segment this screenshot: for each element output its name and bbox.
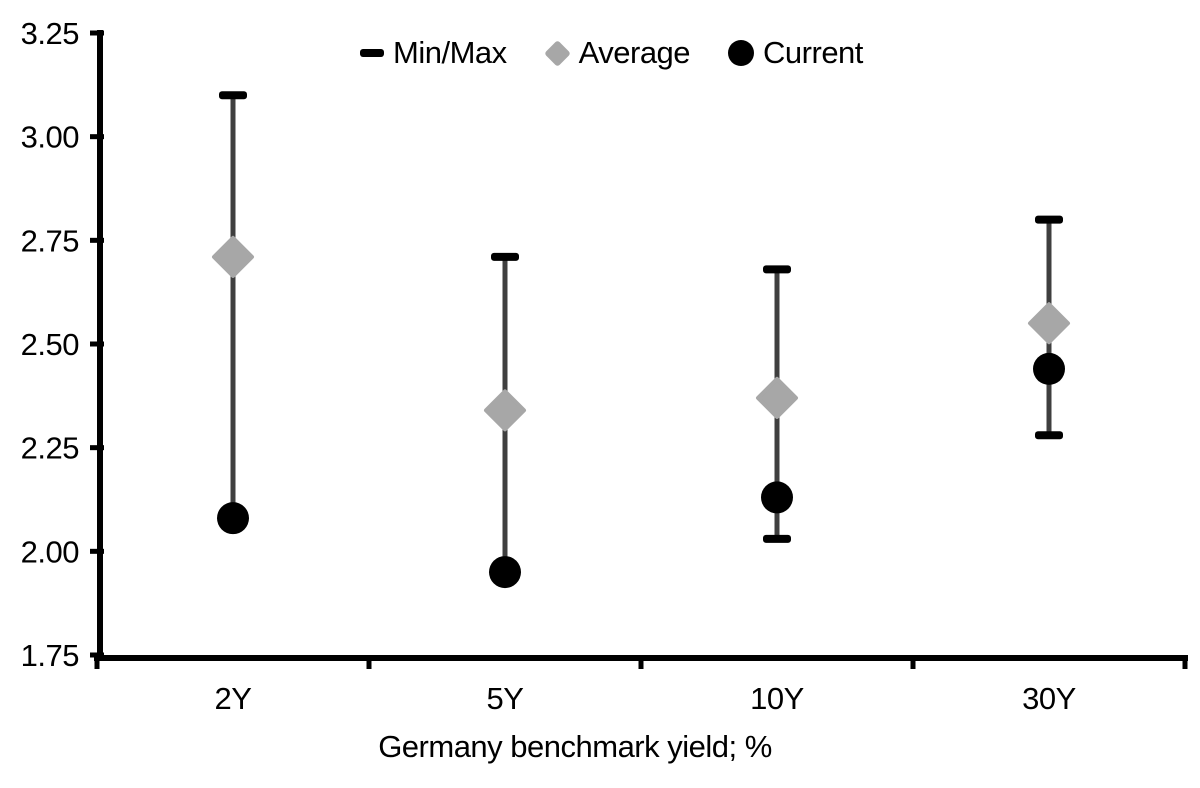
y-tick-label: 2.50 <box>21 327 80 362</box>
y-tick-label: 2.25 <box>21 431 79 466</box>
minmax-dash-icon <box>360 49 384 57</box>
min-cap <box>1035 431 1063 440</box>
legend-item-average: Average <box>543 35 691 70</box>
current-marker <box>761 481 793 514</box>
current-marker <box>489 556 521 589</box>
average-marker <box>756 376 798 419</box>
legend-label-average: Average <box>578 35 691 70</box>
max-cap <box>1035 215 1063 224</box>
y-tick-label: 1.75 <box>21 638 79 673</box>
y-tick-label: 3.00 <box>21 120 80 155</box>
y-tick-label: 2.00 <box>21 534 80 569</box>
average-marker <box>1028 302 1070 345</box>
current-marker <box>217 502 249 535</box>
legend-label-current: Current <box>763 35 863 70</box>
x-axis-title: Germany benchmark yield; % <box>378 729 772 764</box>
max-cap <box>219 91 247 100</box>
min-cap <box>763 534 791 543</box>
average-diamond-icon <box>543 39 571 67</box>
legend-label-minmax: Min/Max <box>393 35 507 70</box>
legend-item-minmax: Min/Max <box>360 36 507 70</box>
max-cap <box>491 252 519 261</box>
x-tick-label: 2Y <box>215 681 252 716</box>
legend-item-current: Current <box>728 36 863 70</box>
max-cap <box>763 265 791 274</box>
average-marker <box>212 235 254 278</box>
current-marker <box>1033 352 1065 385</box>
average-marker <box>484 389 526 432</box>
x-tick-label: 5Y <box>487 681 524 716</box>
x-tick-label: 30Y <box>1022 681 1076 716</box>
y-tick-label: 2.75 <box>21 223 79 258</box>
chart-legend: Min/Max Average Current <box>360 36 863 70</box>
y-tick-label: 3.25 <box>21 16 79 51</box>
current-circle-icon <box>728 40 755 66</box>
x-tick-label: 10Y <box>750 681 804 716</box>
